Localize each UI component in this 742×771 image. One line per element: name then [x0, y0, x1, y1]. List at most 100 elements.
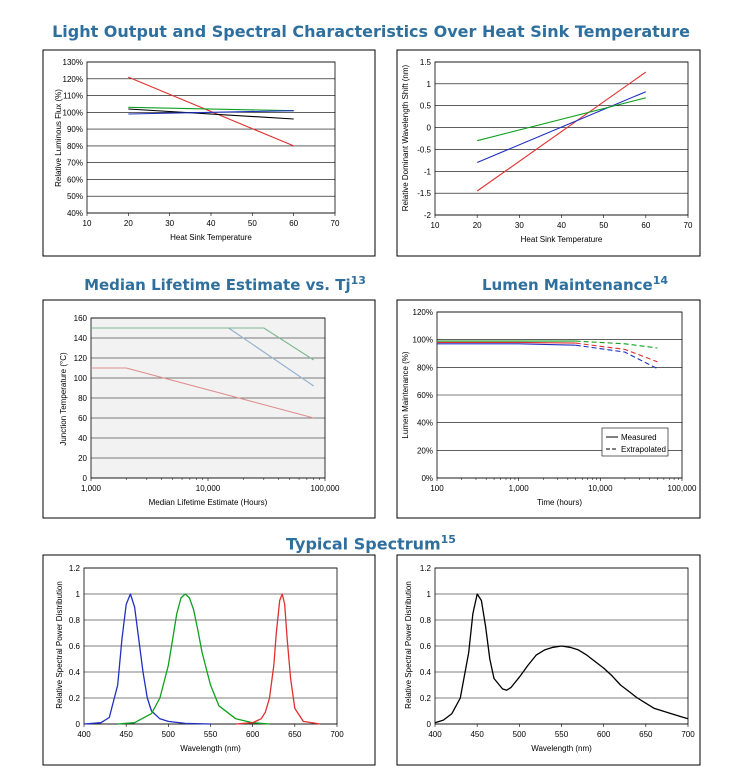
chart-2: -2 -1.5 -1 -0.5 0 0.5 1 1.5 10 20 30 40 50 60 70 Heat S…	[396, 49, 701, 257]
y-tick-label: 1.2	[420, 564, 432, 573]
y-tick-label: 0	[427, 720, 432, 729]
y-tick-label: 0.8	[69, 616, 81, 625]
spectrum-title-footnote: 15	[440, 533, 456, 546]
x-tick-label: 50	[248, 219, 257, 228]
series-line	[476, 91, 647, 164]
y-tick-label: -1.5	[417, 189, 431, 198]
x-tick-label: 600	[597, 730, 611, 739]
y-tick-label: 0	[76, 720, 81, 729]
y-tick-label: 1.2	[69, 564, 81, 573]
x-tick-label: 600	[246, 730, 260, 739]
chart-6: 0 0.2 0.4 0.6 0.8 1 1.2 400 450 500 550 600 650 700 Wa…	[396, 554, 701, 766]
series-line	[477, 97, 646, 142]
y-tick-label: 80%	[417, 363, 433, 372]
y-tick-label: 0	[83, 474, 88, 483]
y-axis-label: Relative Spectral Power Distribution	[404, 581, 413, 709]
legend-label-measured: Measured	[621, 433, 657, 442]
y-tick-label: 20	[78, 454, 87, 463]
series-line	[228, 327, 315, 387]
y-tick-label: 120%	[413, 308, 433, 317]
y-tick-label: 110%	[63, 92, 83, 101]
series-line	[437, 343, 576, 346]
x-tick-label: 700	[681, 730, 695, 739]
plot-area	[434, 61, 689, 216]
x-tick-label: 650	[288, 730, 302, 739]
x-tick-label: 10	[431, 221, 440, 230]
x-tick-label: 400	[77, 730, 91, 739]
series-line	[235, 593, 321, 725]
x-tick-label: 50	[599, 221, 608, 230]
x-tick-label: 450	[470, 730, 484, 739]
series-line	[575, 342, 658, 363]
x-tick-label: 10	[83, 219, 92, 228]
x-tick-label: 10,000	[196, 484, 221, 493]
y-tick-label: 0.5	[420, 102, 432, 111]
y-tick-label: 100%	[63, 108, 83, 117]
y-tick-label: 140	[74, 334, 88, 343]
x-tick-label: 100,000	[311, 484, 340, 493]
y-tick-label: 40%	[67, 209, 83, 218]
x-axis-label: Heat Sink Temperature	[521, 235, 603, 244]
y-tick-label: 0.4	[69, 668, 81, 677]
y-tick-label: 40	[78, 434, 87, 443]
x-tick-label: 70	[331, 219, 340, 228]
y-tick-label: 0.4	[420, 668, 432, 677]
y-axis-label: Relative Luminous Flux (%)	[54, 89, 63, 187]
y-tick-label: 60%	[417, 391, 433, 400]
x-tick-label: 20	[473, 221, 482, 230]
lumen-title: Lumen Maintenance14	[400, 274, 742, 294]
x-axis-label: Heat Sink Temperature	[170, 233, 252, 242]
series-line	[434, 593, 689, 724]
x-tick-label: 70	[684, 221, 693, 230]
series-line	[128, 76, 294, 147]
y-tick-label: 1	[427, 80, 432, 89]
y-tick-label: 0.6	[69, 642, 81, 651]
y-tick-label: -2	[424, 211, 432, 220]
plot-area	[86, 61, 336, 214]
y-tick-label: 80	[78, 394, 87, 403]
y-tick-label: 0.8	[420, 616, 432, 625]
y-tick-label: 0.2	[69, 694, 81, 703]
series-line	[476, 71, 647, 192]
x-tick-label: 60	[641, 221, 650, 230]
x-tick-label: 700	[330, 730, 344, 739]
spectrum-title: Typical Spectrum15	[0, 533, 742, 553]
x-tick-label: 450	[119, 730, 133, 739]
y-tick-label: 1.5	[420, 58, 432, 67]
lumen-title-footnote: 14	[652, 274, 668, 287]
x-tick-label: 650	[639, 730, 653, 739]
y-tick-label: -1	[424, 167, 432, 176]
x-tick-label: 30	[515, 221, 524, 230]
x-tick-label: 1,000	[81, 484, 102, 493]
y-axis-label: Lumen Maintenance (%)	[401, 351, 410, 438]
x-tick-label: 40	[557, 221, 566, 230]
series-line	[128, 108, 294, 120]
x-tick-label: 20	[124, 219, 133, 228]
x-axis-label: Wavelength (nm)	[180, 744, 241, 753]
y-axis-label: Relative Dominant Wavelength Shift (nm)	[401, 64, 410, 211]
chart-1: 40% 50% 60% 70% 80% 90% 100% 110% 120% 130% 10 20 30…	[42, 49, 376, 257]
x-tick-label: 30	[165, 219, 174, 228]
y-tick-label: 120%	[63, 75, 83, 84]
y-tick-label: 90%	[67, 125, 83, 134]
series-line	[437, 341, 576, 344]
y-tick-label: 0%	[421, 474, 433, 483]
legend-box	[601, 427, 669, 457]
x-tick-label: 40	[207, 219, 216, 228]
y-tick-label: 1	[427, 590, 432, 599]
x-axis-label: Median Lifetime Estimate (Hours)	[149, 498, 268, 507]
y-tick-label: 80%	[67, 142, 83, 151]
series-line	[575, 340, 658, 349]
y-tick-label: 120	[74, 354, 88, 363]
x-axis-label: Time (hours)	[537, 498, 582, 507]
chart-4: 0% 20% 40% 60% 80% 100% 120% 100 1,000 10,000 100,…	[396, 299, 701, 519]
x-tick-label: 500	[513, 730, 527, 739]
y-tick-label: 130%	[63, 58, 83, 67]
y-tick-label: 0	[427, 124, 432, 133]
legend-label-extrapolated: Extrapolated	[621, 445, 666, 454]
lifetime-title: Median Lifetime Estimate vs. Tj13	[0, 274, 450, 294]
main-title: Light Output and Spectral Characteristic…	[52, 22, 690, 41]
y-tick-label: 1	[76, 590, 81, 599]
series-line	[128, 110, 294, 115]
